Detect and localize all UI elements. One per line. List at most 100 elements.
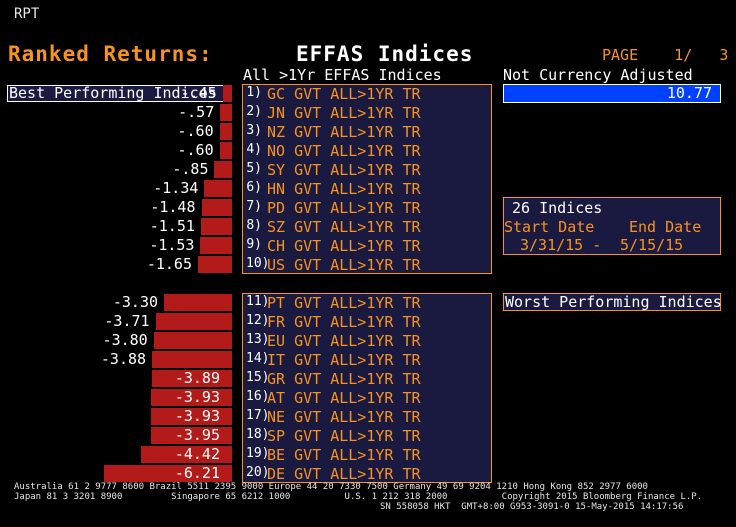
index-row[interactable]: 19) BE GVT ALL>1YR TR xyxy=(243,446,491,465)
return-value-label: -3.95 xyxy=(174,426,220,444)
index-name[interactable]: SP GVT ALL>1YR TR xyxy=(267,427,421,445)
index-row[interactable]: 17) NE GVT ALL>1YR TR xyxy=(243,408,491,427)
return-value-label: -1.34 xyxy=(153,179,199,197)
return-bar xyxy=(219,123,232,140)
index-number: 14) xyxy=(246,351,270,366)
index-row[interactable]: 1) GC GVT ALL>1YR TR xyxy=(243,85,491,104)
index-row[interactable]: 12) FR GVT ALL>1YR TR xyxy=(243,313,491,332)
return-value-label: -3.88 xyxy=(100,350,147,368)
page-subtitle: EFFAS Indices xyxy=(296,42,474,66)
return-value-label: -6.21 xyxy=(174,464,220,482)
return-value-label: -.60 xyxy=(177,141,214,159)
best-performing-label: Best Performing Indices xyxy=(7,85,232,102)
index-name[interactable]: GR GVT ALL>1YR TR xyxy=(267,370,421,388)
return-bar xyxy=(140,446,232,463)
index-row[interactable]: 3) NZ GVT ALL>1YR TR xyxy=(243,123,491,142)
index-number: 11) xyxy=(246,294,270,309)
currency-mode-header[interactable]: Not Currency Adjusted xyxy=(503,66,693,84)
index-row[interactable]: 9) CH GVT ALL>1YR TR xyxy=(243,237,491,256)
return-bar xyxy=(201,199,232,216)
index-number: 9) xyxy=(246,237,262,252)
index-row[interactable]: 16) AT GVT ALL>1YR TR xyxy=(243,389,491,408)
return-bar xyxy=(151,389,232,406)
best-indices-list: 1) GC GVT ALL>1YR TR 2) JN GVT ALL>1YR TR 3)… xyxy=(242,84,492,274)
index-name[interactable]: PD GVT ALL>1YR TR xyxy=(267,199,421,217)
index-number: 19) xyxy=(246,446,270,461)
return-value-label: -3.93 xyxy=(174,407,220,425)
index-name[interactable]: EU GVT ALL>1YR TR xyxy=(267,332,421,350)
index-name[interactable]: DE GVT ALL>1YR TR xyxy=(267,465,421,483)
index-number: 18) xyxy=(246,427,270,442)
index-number: 16) xyxy=(246,389,270,404)
index-row[interactable]: 8) SZ GVT ALL>1YR TR xyxy=(243,218,491,237)
page-indicator[interactable]: PAGE 1/ 3 xyxy=(602,46,729,64)
return-value-label: -3.89 xyxy=(174,369,220,387)
return-bar xyxy=(219,142,232,159)
index-name[interactable]: AT GVT ALL>1YR TR xyxy=(267,389,421,407)
return-bar xyxy=(150,427,232,444)
return-bar xyxy=(104,465,232,482)
index-row[interactable]: 6) HN GVT ALL>1YR TR xyxy=(243,180,491,199)
return-bar xyxy=(214,161,232,178)
end-date-value[interactable]: 5/15/15 xyxy=(620,236,684,254)
index-row[interactable]: 5) SY GVT ALL>1YR TR xyxy=(243,161,491,180)
index-name[interactable]: NO GVT ALL>1YR TR xyxy=(267,142,421,160)
return-value-label: -4.42 xyxy=(174,445,220,463)
index-number: 7) xyxy=(246,199,262,214)
rpt-label: RPT xyxy=(14,6,40,22)
index-name[interactable]: US GVT ALL>1YR TR xyxy=(267,256,421,274)
index-name[interactable]: PT GVT ALL>1YR TR xyxy=(267,294,421,312)
index-name[interactable]: SZ GVT ALL>1YR TR xyxy=(267,218,421,236)
footer-contacts-1: Australia 61 2 9777 8600 Brazil 5511 239… xyxy=(14,482,648,492)
index-row[interactable]: 13) EU GVT ALL>1YR TR xyxy=(243,332,491,351)
return-value-label: -3.80 xyxy=(102,331,148,349)
index-row[interactable]: 20) DE GVT ALL>1YR TR xyxy=(243,465,491,484)
index-name[interactable]: BE GVT ALL>1YR TR xyxy=(267,446,421,464)
index-number: 2) xyxy=(246,104,262,119)
footer-session: SN 558058 HKT GMT+8:00 G953-3091-0 15-Ma… xyxy=(380,502,684,512)
index-name[interactable]: FR GVT ALL>1YR TR xyxy=(267,313,421,331)
index-row[interactable]: 7) PD GVT ALL>1YR TR xyxy=(243,199,491,218)
index-number: 5) xyxy=(246,161,262,176)
worst-indices-list: 11) PT GVT ALL>1YR TR 12) FR GVT ALL>1YR TR… xyxy=(242,293,492,483)
index-row[interactable]: 10) US GVT ALL>1YR TR xyxy=(243,256,491,275)
index-row[interactable]: 2) JN GVT ALL>1YR TR xyxy=(243,104,491,123)
date-range-box[interactable]: 26 Indices Start Date End Date 3/31/15 -… xyxy=(503,197,721,255)
return-value-label: -3.93 xyxy=(174,388,220,406)
start-date-value[interactable]: 3/31/15 - xyxy=(520,236,602,254)
return-bar xyxy=(151,408,232,425)
return-bar xyxy=(220,104,232,121)
index-row[interactable]: 4) NO GVT ALL>1YR TR xyxy=(243,142,491,161)
index-name[interactable]: NZ GVT ALL>1YR TR xyxy=(267,123,421,141)
index-name[interactable]: GC GVT ALL>1YR TR xyxy=(267,85,421,103)
index-name[interactable]: JN GVT ALL>1YR TR xyxy=(267,104,421,122)
index-row[interactable]: 11) PT GVT ALL>1YR TR xyxy=(243,294,491,313)
return-bar xyxy=(153,332,232,349)
index-row[interactable]: 14) IT GVT ALL>1YR TR xyxy=(243,351,491,370)
return-bar xyxy=(200,237,232,254)
selected-value-box[interactable]: 10.77 xyxy=(503,84,721,103)
return-value-label: -3.30 xyxy=(112,293,159,311)
index-name[interactable]: SY GVT ALL>1YR TR xyxy=(267,161,421,179)
list-header: All >1Yr EFFAS Indices xyxy=(243,66,442,84)
return-value-label: -3.71 xyxy=(104,312,150,330)
return-value-label: -.57 xyxy=(178,103,215,121)
return-value-label: -1.53 xyxy=(149,236,195,254)
worst-performing-label: Worst Performing Indices xyxy=(503,293,722,311)
index-row[interactable]: 18) SP GVT ALL>1YR TR xyxy=(243,427,491,446)
index-name[interactable]: IT GVT ALL>1YR TR xyxy=(267,351,421,369)
index-number: 17) xyxy=(246,408,270,423)
index-name[interactable]: HN GVT ALL>1YR TR xyxy=(267,180,421,198)
index-name[interactable]: NE GVT ALL>1YR TR xyxy=(267,408,421,426)
return-value-label: -.85 xyxy=(172,160,209,178)
return-bar xyxy=(198,256,232,273)
return-bar xyxy=(222,85,232,102)
index-number: 3) xyxy=(246,123,262,138)
index-number: 12) xyxy=(246,313,270,328)
index-name[interactable]: CH GVT ALL>1YR TR xyxy=(267,237,421,255)
return-bar xyxy=(164,294,232,311)
index-number: 13) xyxy=(246,332,270,347)
index-row[interactable]: 15) GR GVT ALL>1YR TR xyxy=(243,370,491,389)
footer-contacts-2: Japan 81 3 3201 8900 Singapore 65 6212 1… xyxy=(14,492,703,502)
return-bar xyxy=(151,370,232,387)
